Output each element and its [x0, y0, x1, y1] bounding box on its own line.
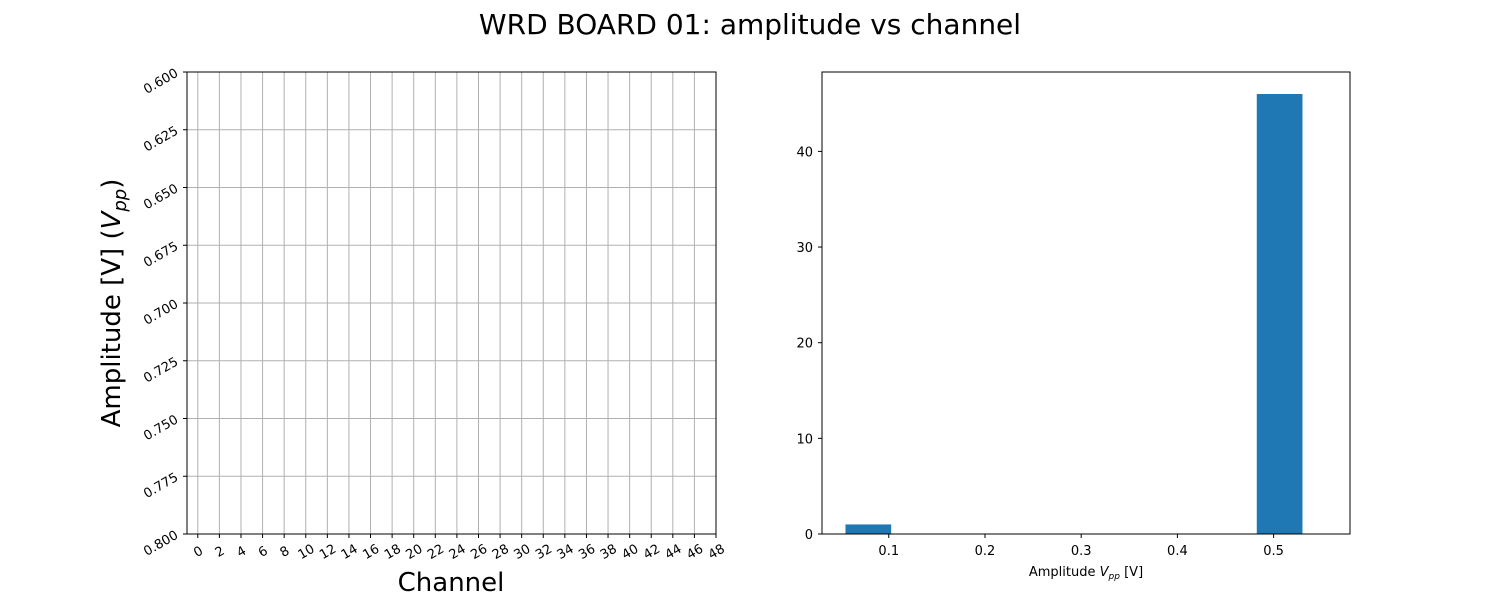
- left-x-tick-label: 34: [555, 542, 577, 563]
- left-x-tick-label: 18: [382, 542, 404, 563]
- right-y-ticks: 0 10 20 30 40: [796, 145, 822, 543]
- left-x-tick-label: 48: [706, 542, 728, 563]
- right-plot-frame: [821, 71, 1351, 535]
- left-x-tick-label: 44: [663, 542, 685, 563]
- left-x-tick-label: 42: [641, 542, 663, 563]
- right-x-tick-label: 0.4: [1167, 544, 1188, 559]
- left-x-tick-label: 26: [468, 542, 490, 563]
- left-x-tick-label: 10: [296, 542, 318, 563]
- amplitude-histogram: 0.1 0.2 0.3 0.4 0.5 0 10 20 30 40 Amplitude Vpp …: [796, 71, 1351, 582]
- right-x-tick-label: 0.5: [1263, 544, 1284, 559]
- left-x-tick-label: 30: [512, 542, 534, 563]
- right-x-ticks: 0.1 0.2 0.3 0.4 0.5: [878, 534, 1284, 559]
- left-x-tick-label: 16: [360, 542, 382, 563]
- left-plot-frame: [186, 71, 717, 535]
- right-y-tick-label: 10: [796, 432, 813, 447]
- left-x-tick-label: 12: [317, 542, 339, 563]
- right-x-tick-label: 0.3: [1071, 544, 1092, 559]
- right-x-tick-label: 0.1: [878, 544, 899, 559]
- left-x-tick-label: 20: [404, 542, 426, 563]
- left-x-tick-label: 38: [598, 542, 620, 563]
- right-y-tick-label: 20: [796, 337, 813, 352]
- left-x-tick-label: 22: [425, 542, 447, 563]
- left-x-tick-label: 46: [684, 542, 706, 563]
- right-y-tick-label: 0: [805, 528, 813, 543]
- left-x-tick-label: 36: [576, 542, 598, 563]
- left-x-tick-label: 28: [490, 542, 512, 563]
- left-y-axis-label: Amplitude [V] (Vpp): [97, 179, 131, 428]
- histogram-bar: [845, 524, 892, 534]
- left-x-tick-label: 40: [619, 542, 641, 563]
- right-y-tick-label: 30: [796, 241, 813, 256]
- figure-title: WRD BOARD 01: amplitude vs channel: [479, 8, 1021, 41]
- left-x-tick-label: 14: [339, 542, 361, 563]
- left-x-axis-label: Channel: [398, 568, 505, 598]
- histogram-bar: [1256, 94, 1303, 534]
- histogram-bars: [845, 94, 1303, 534]
- right-y-tick-label: 40: [796, 145, 813, 160]
- left-x-tick-label: 24: [447, 542, 469, 563]
- right-x-axis-label: Amplitude Vpp [V]: [1029, 565, 1143, 582]
- right-x-tick-label: 0.2: [975, 544, 996, 559]
- left-x-tick-label: 32: [533, 542, 555, 563]
